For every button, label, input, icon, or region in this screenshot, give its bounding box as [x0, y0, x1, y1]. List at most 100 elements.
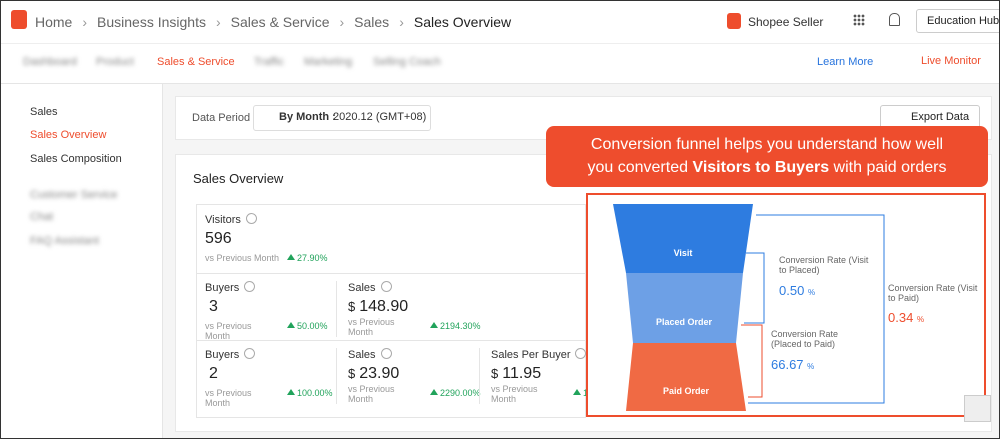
- metric-number: 2: [209, 365, 218, 382]
- help-icon: [245, 213, 257, 224]
- brand: Shopee Seller: [748, 15, 824, 29]
- currency: $: [348, 366, 356, 381]
- crumb[interactable]: Sales Overview: [413, 14, 512, 30]
- rate-number: 0.34: [888, 310, 914, 325]
- separator: [399, 14, 404, 30]
- period-label: Data Period: [192, 112, 251, 124]
- crumb[interactable]: Home: [35, 14, 73, 30]
- help-icon: [244, 348, 256, 359]
- funnel-stage: [613, 204, 753, 273]
- funnel: Visit Placed Order Paid Order: [586, 193, 986, 417]
- period-picker[interactable]: [253, 105, 431, 131]
- funnel-stage: [626, 273, 743, 343]
- callout-text: you converted: [587, 159, 688, 176]
- logo[interactable]: [11, 10, 27, 29]
- connector: [748, 214, 885, 404]
- metric-value: $23.90: [348, 365, 399, 383]
- metric-name: Sales: [348, 349, 376, 361]
- rate-number: 0.50: [779, 283, 805, 298]
- col-divider: [336, 281, 337, 337]
- sidebar-section[interactable]: Customer Service: [30, 189, 118, 201]
- nav-tab[interactable]: Sales & Service: [157, 56, 235, 68]
- brand-icon: [727, 13, 741, 29]
- compare-label: vs Previous Month: [205, 388, 252, 408]
- metric-number: 3: [209, 298, 218, 315]
- metric-number: 11.95: [502, 365, 542, 382]
- separator: [82, 14, 87, 30]
- bell-icon[interactable]: [889, 13, 900, 26]
- rate-label: Conversion Rate (Placed to Paid): [771, 329, 839, 349]
- top-bar: [1, 1, 999, 44]
- help-icon: [244, 281, 256, 292]
- callout-text: with paid orders: [833, 159, 947, 176]
- nav-tab[interactable]: Marketing: [304, 56, 353, 68]
- change: 100.00%: [287, 388, 333, 398]
- nav-tab[interactable]: Product: [96, 56, 134, 68]
- nav-tab[interactable]: Selling Coach: [373, 56, 441, 68]
- metric-number: 148.90: [359, 298, 409, 315]
- chat-button[interactable]: [964, 395, 991, 422]
- callout-line: Conversion funnel helps you understand h…: [590, 136, 944, 153]
- currency: $: [491, 366, 499, 381]
- col-divider: [336, 348, 337, 404]
- separator: [216, 14, 221, 30]
- live-monitor[interactable]: Live Monitor: [921, 55, 981, 67]
- metric-label: Buyers: [205, 281, 256, 294]
- sidebar-item[interactable]: Chat: [30, 211, 54, 223]
- metric-label: Sales Per Buyer: [491, 348, 587, 361]
- connector: [744, 252, 765, 324]
- stage-label: Placed Order: [656, 317, 713, 327]
- rate-value: 0.50 %: [779, 283, 815, 298]
- compare-label: vs Previous Month: [348, 317, 395, 337]
- change: 2194.30%: [430, 321, 481, 331]
- rate-label: Conversion Rate (Visit to Paid): [888, 283, 978, 303]
- sidebar-section[interactable]: Sales: [30, 106, 58, 118]
- currency: $: [348, 299, 356, 314]
- help-icon: [380, 348, 392, 359]
- rate-label: Conversion Rate (Visit to Placed): [779, 255, 869, 275]
- nav-tab[interactable]: Traffic: [254, 56, 284, 68]
- sidebar-item[interactable]: Sales Overview: [30, 129, 107, 141]
- rate-unit: %: [916, 315, 925, 324]
- metric-name: Buyers: [205, 282, 240, 294]
- funnel-stage: [626, 343, 746, 411]
- stage-label: Visit: [674, 248, 693, 258]
- callout-line: you converted Visitors to Buyers with pa…: [546, 156, 988, 179]
- sidebar-item[interactable]: Sales Composition: [30, 153, 122, 165]
- rate-unit: %: [807, 362, 815, 371]
- compare-label: vs Previous Month: [491, 384, 538, 404]
- rate-value: 66.67 %: [771, 357, 814, 372]
- metric-value: 596: [205, 230, 232, 248]
- breadcrumb: Home Business Insights Sales & Service Sale…: [35, 14, 511, 30]
- crumb[interactable]: Sales: [354, 14, 390, 30]
- connector: [741, 324, 763, 398]
- compare-label: vs Previous Month: [348, 384, 395, 404]
- period-value: 2020.12 (GMT+08): [333, 111, 427, 123]
- apps-icon[interactable]: [853, 14, 865, 26]
- metric-name: Buyers: [205, 349, 240, 361]
- metric-name: Sales: [348, 282, 376, 294]
- metric-name: Visitors: [205, 214, 241, 226]
- change: 50.00%: [287, 321, 328, 331]
- sidebar-item[interactable]: FAQ Assistant: [30, 235, 100, 247]
- metric-value: 2: [205, 365, 218, 383]
- metric-name: Sales Per Buyer: [491, 349, 571, 361]
- compare-label: vs Previous Month: [205, 321, 252, 341]
- help-icon: [575, 348, 587, 359]
- metric-value: 3: [205, 298, 218, 316]
- nav-tab[interactable]: Dashboard: [23, 56, 77, 68]
- crumb[interactable]: Business Insights: [97, 14, 206, 30]
- crumb[interactable]: Sales & Service: [230, 14, 330, 30]
- education-hub[interactable]: Education Hub: [916, 9, 999, 33]
- compare-label: vs Previous Month: [205, 253, 280, 263]
- metric-number: 23.90: [359, 365, 400, 382]
- learn-more[interactable]: Learn More: [817, 56, 874, 68]
- separator: [339, 14, 344, 30]
- metric-label: Sales: [348, 281, 392, 294]
- metric-label: Visitors: [205, 213, 257, 226]
- row-divider: [197, 273, 585, 274]
- callout: Conversion funnel helps you understand h…: [546, 126, 988, 187]
